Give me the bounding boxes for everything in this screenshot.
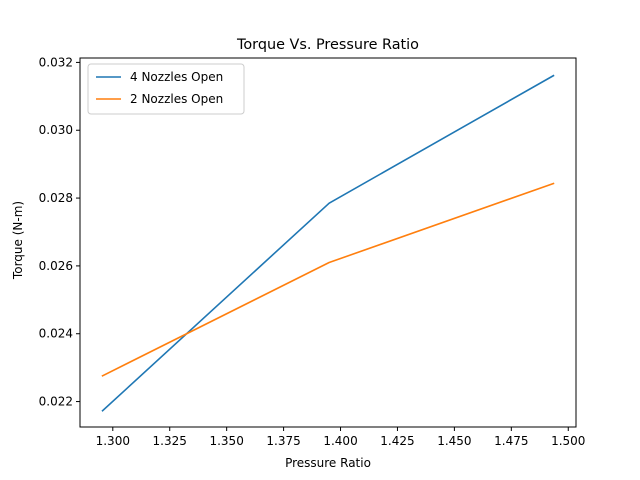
series-lines — [101, 74, 555, 412]
x-tick-label: 1.500 — [551, 434, 585, 448]
chart-title: Torque Vs. Pressure Ratio — [236, 37, 419, 53]
legend-label: 4 Nozzles Open — [130, 70, 223, 84]
x-tick-label: 1.425 — [380, 434, 414, 448]
x-tick-label: 1.450 — [437, 434, 471, 448]
x-tick-label: 1.400 — [323, 434, 357, 448]
x-tick-label: 1.300 — [96, 434, 130, 448]
y-tick-label: 0.030 — [39, 123, 73, 137]
x-tick-label: 1.350 — [209, 434, 243, 448]
x-tick-label: 1.325 — [153, 434, 187, 448]
series-line — [101, 74, 555, 412]
x-axis-label: Pressure Ratio — [285, 456, 371, 470]
legend-box — [87, 63, 245, 115]
legend-label: 2 Nozzles Open — [130, 92, 223, 106]
y-tick-label: 0.026 — [39, 259, 73, 273]
plot-frame — [79, 57, 577, 428]
x-tick-label: 1.475 — [494, 434, 528, 448]
series-line — [101, 182, 555, 377]
y-tick-label: 0.022 — [39, 395, 73, 409]
y-tick-label: 0.024 — [39, 327, 73, 341]
legend: 4 Nozzles Open 2 Nozzles Open — [87, 63, 245, 115]
x-tick-label: 1.375 — [266, 434, 300, 448]
y-tick-label: 0.032 — [39, 55, 73, 69]
y-tick-label: 0.028 — [39, 191, 73, 205]
y-axis-label: Torque (N-m) — [11, 201, 25, 280]
axis-ticks: 1.300 1.325 1.350 1.375 1.400 1.425 1.450 1.475… — [39, 55, 586, 448]
